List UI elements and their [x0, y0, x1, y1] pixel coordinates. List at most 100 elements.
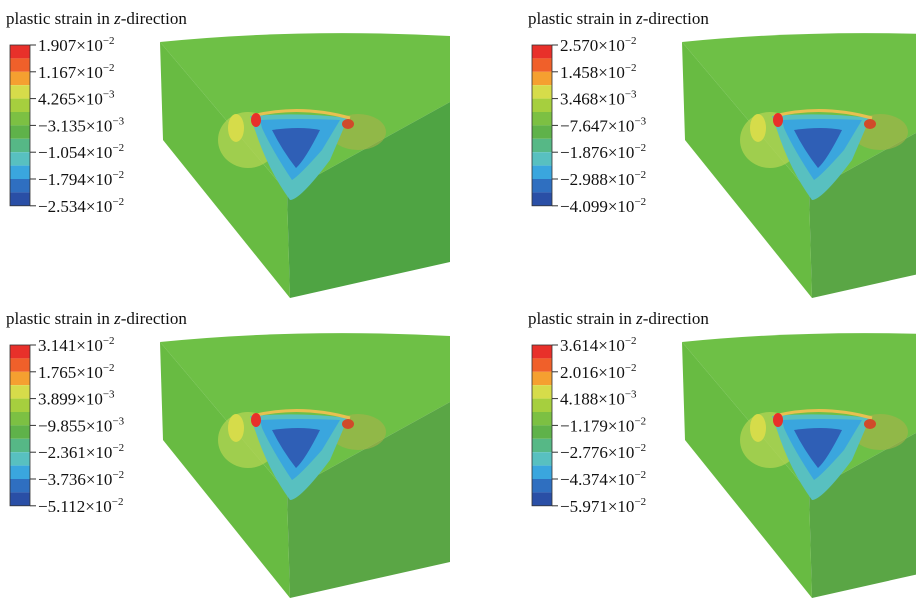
title-text: -direction	[121, 309, 188, 328]
contour	[251, 113, 261, 127]
legend-swatch	[10, 358, 30, 371]
legend-swatch	[532, 492, 552, 505]
legend-swatch	[10, 72, 30, 85]
legend-mantissa: −2.534×10	[38, 197, 112, 216]
legend-swatch	[532, 152, 552, 165]
title-text: plastic strain in	[6, 9, 114, 28]
legend-swatch	[532, 85, 552, 98]
legend-swatch	[532, 466, 552, 479]
legend-swatch	[10, 399, 30, 412]
legend-exponent: −2	[634, 415, 646, 427]
title-text: plastic strain in	[6, 309, 114, 328]
panel: plastic strain in z-direction3.141×10−21…	[6, 309, 450, 598]
panel: plastic strain in z-direction2.570×10−21…	[528, 9, 916, 298]
title-text: plastic strain in	[528, 9, 636, 28]
legend-swatch	[10, 385, 30, 398]
legend-exponent: −2	[103, 335, 115, 347]
legend-exponent: −3	[634, 115, 646, 127]
legend-swatch	[10, 139, 30, 152]
legend-swatch	[532, 425, 552, 438]
legend-exponent: −2	[112, 496, 124, 508]
legend-swatch	[532, 399, 552, 412]
legend-swatch	[532, 166, 552, 179]
legend-swatch	[532, 125, 552, 138]
legend-exponent: −2	[634, 142, 646, 154]
legend-exponent: −3	[625, 89, 637, 101]
legend-exponent: −2	[112, 169, 124, 181]
legend-exponent: −2	[112, 196, 124, 208]
legend-swatch	[10, 99, 30, 112]
legend-label: −3.135×10−3	[38, 115, 125, 135]
legend-exponent: −2	[625, 335, 637, 347]
legend-label: −3.736×10−2	[38, 469, 124, 489]
legend-exponent: −2	[103, 362, 115, 374]
legend-exponent: −2	[634, 496, 646, 508]
legend-mantissa: −1.054×10	[38, 143, 112, 162]
legend-label: 1.907×10−2	[38, 35, 115, 55]
legend-label: −2.361×10−2	[38, 442, 124, 462]
legend-mantissa: −3.736×10	[38, 470, 112, 489]
contour	[864, 419, 876, 429]
legend-swatch	[532, 99, 552, 112]
legend-label: −1.054×10−2	[38, 142, 124, 162]
legend-mantissa: −4.374×10	[560, 470, 634, 489]
legend-swatch	[10, 492, 30, 505]
panel: plastic strain in z-direction 1.907×10−2 1…	[6, 9, 450, 298]
panel-title: plastic strain in z-direction	[6, 9, 187, 28]
legend-mantissa: −9.855×10	[38, 416, 112, 435]
contour	[228, 114, 244, 142]
legend-label: −5.112×10−2	[38, 496, 124, 516]
title-text: -direction	[643, 9, 710, 28]
figure: plastic strain in z-direction 1.907×10−2 1…	[0, 0, 916, 599]
legend-swatch	[10, 192, 30, 205]
legend-label: −2.534×10−2	[38, 196, 124, 216]
legend-label: −2.776×10−2	[560, 442, 646, 462]
legend-mantissa: −1.179×10	[560, 416, 634, 435]
legend-swatch	[10, 125, 30, 138]
legend-label: 3.614×10−2	[560, 335, 637, 355]
legend-mantissa: 1.458×10	[560, 63, 625, 82]
legend-swatch	[10, 372, 30, 385]
legend-swatch	[532, 439, 552, 452]
title-text: plastic strain in	[528, 309, 636, 328]
legend-label: 3.899×10−3	[38, 389, 115, 409]
contour	[228, 414, 244, 442]
legend-mantissa: −2.988×10	[560, 170, 634, 189]
legend-exponent: −2	[625, 62, 637, 74]
legend-swatch	[532, 112, 552, 125]
legend-label: 1.765×10−2	[38, 362, 115, 382]
legend-swatch	[532, 385, 552, 398]
contour	[750, 114, 766, 142]
title-text: -direction	[643, 309, 710, 328]
legend-swatch	[532, 45, 552, 58]
legend-exponent: −2	[112, 142, 124, 154]
legend-exponent: −2	[103, 35, 115, 47]
legend-mantissa: −7.647×10	[560, 116, 634, 135]
legend-mantissa: 2.016×10	[560, 363, 625, 382]
legend-mantissa: 4.188×10	[560, 390, 625, 409]
legend-label: −1.876×10−2	[560, 142, 646, 162]
legend-swatch	[532, 179, 552, 192]
legend-mantissa: 3.141×10	[38, 336, 103, 355]
legend-label: 1.167×10−2	[38, 62, 115, 82]
legend-label: −4.099×10−2	[560, 196, 646, 216]
legend-swatch	[532, 412, 552, 425]
legend-label: 4.265×10−3	[38, 89, 115, 109]
panel-title: plastic strain in z-direction	[528, 309, 709, 328]
legend-swatch	[532, 72, 552, 85]
legend-label: −2.988×10−2	[560, 169, 646, 189]
legend-swatch	[10, 152, 30, 165]
legend-mantissa: −1.794×10	[38, 170, 112, 189]
legend-mantissa: 3.899×10	[38, 390, 103, 409]
legend-exponent: −3	[112, 415, 124, 427]
legend-mantissa: 4.265×10	[38, 90, 103, 109]
legend-mantissa: 3.468×10	[560, 90, 625, 109]
legend-swatch	[10, 479, 30, 492]
legend-swatch	[532, 452, 552, 465]
legend-swatch	[532, 372, 552, 385]
legend-exponent: −2	[112, 469, 124, 481]
legend-exponent: −3	[103, 89, 115, 101]
legend-swatch	[10, 345, 30, 358]
legend-swatch	[10, 85, 30, 98]
legend-swatch	[10, 425, 30, 438]
